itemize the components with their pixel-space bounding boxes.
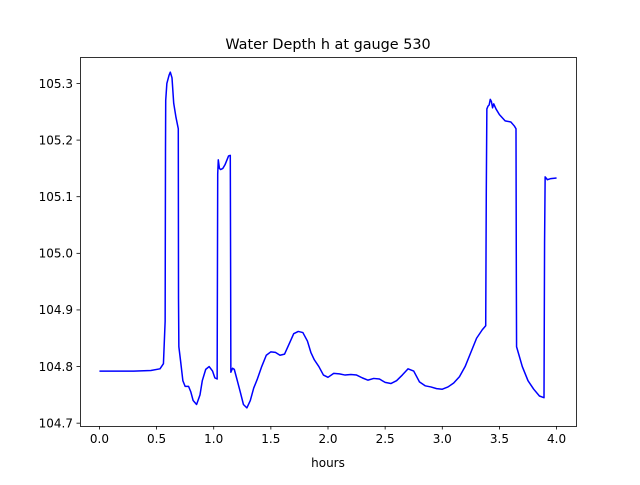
- axes-frame: [80, 57, 577, 427]
- y-tick-label: 105.3: [39, 77, 73, 91]
- x-tick-label: 4.0: [547, 432, 566, 446]
- x-tick-label: 3.0: [433, 432, 452, 446]
- y-tick-label: 104.7: [39, 416, 73, 430]
- chart-title: Water Depth h at gauge 530: [225, 37, 430, 53]
- y-tick-label: 105.0: [39, 247, 73, 261]
- y-tick-label: 104.8: [39, 360, 73, 374]
- y-tick-label: 105.1: [39, 190, 73, 204]
- plot-area: [99, 71, 557, 409]
- y-tick-label: 104.9: [39, 303, 73, 317]
- x-tick-label: 3.5: [490, 432, 509, 446]
- x-tick-label: 0.0: [90, 432, 109, 446]
- y-axis: 104.7 104.8 104.9 105.0 105.1 105.2 105.3: [39, 77, 80, 430]
- x-tick-label: 0.5: [147, 432, 166, 446]
- x-tick-label: 2.5: [376, 432, 395, 446]
- x-tick-label: 1.5: [261, 432, 280, 446]
- y-tick-label: 105.2: [39, 133, 73, 147]
- x-tick-label: 1.0: [204, 432, 223, 446]
- series-line: [99, 71, 557, 409]
- x-axis-label: hours: [311, 456, 345, 470]
- x-axis: 0.0 0.5 1.0 1.5 2.0 2.5 3.0 3.5 4.0: [90, 426, 566, 446]
- x-tick-label: 2.0: [318, 432, 337, 446]
